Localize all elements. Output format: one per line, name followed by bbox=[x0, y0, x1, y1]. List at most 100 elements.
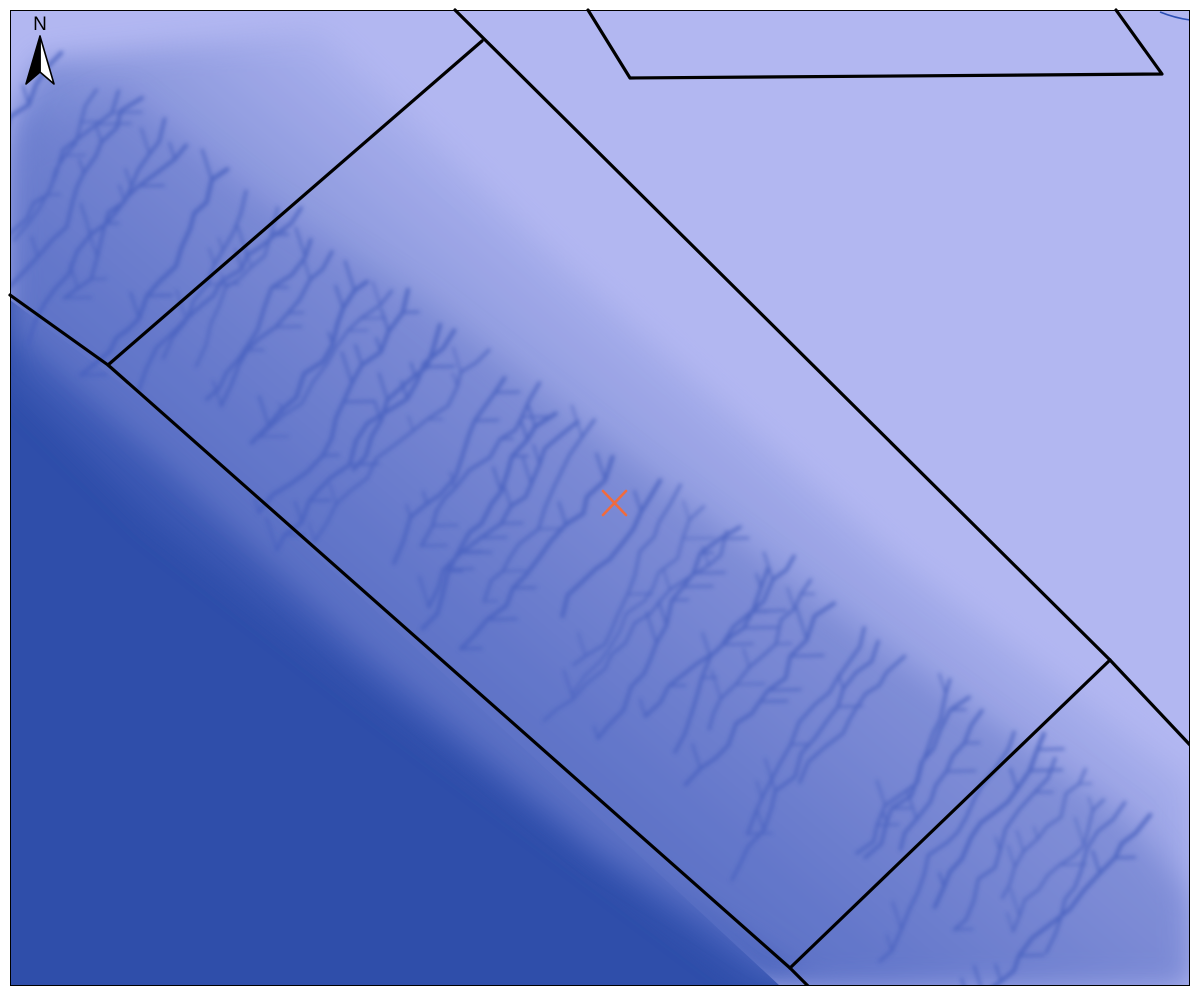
gully-branch bbox=[145, 294, 173, 298]
gully-branch bbox=[303, 260, 312, 281]
gully-branch bbox=[762, 551, 774, 581]
north-label: N bbox=[33, 14, 47, 35]
gully-channel bbox=[194, 206, 279, 368]
gully-branch bbox=[124, 168, 133, 188]
gully-channel bbox=[932, 731, 1046, 910]
gully-branch bbox=[212, 380, 223, 407]
parcel-boundaries bbox=[8, 8, 1190, 986]
gully-channel bbox=[26, 143, 188, 347]
gully-branch bbox=[258, 435, 290, 438]
gully-branch bbox=[511, 586, 537, 590]
gully-branch bbox=[789, 743, 811, 746]
gully-branch bbox=[973, 964, 982, 986]
gully-branch bbox=[657, 600, 668, 627]
gully-channel bbox=[10, 96, 144, 289]
gully-branch bbox=[1074, 817, 1085, 847]
gully-branch bbox=[662, 568, 671, 591]
gully-branch bbox=[492, 466, 503, 493]
gully-branch bbox=[473, 419, 500, 422]
gully-branch bbox=[208, 247, 216, 266]
gully-channel bbox=[571, 505, 705, 696]
gully-branch bbox=[422, 490, 429, 505]
gully-branch bbox=[265, 517, 278, 552]
gully-branch bbox=[79, 373, 108, 377]
gully-branch bbox=[95, 125, 103, 144]
gully-channel bbox=[798, 654, 907, 784]
gully-branch bbox=[945, 769, 977, 773]
gully-channel bbox=[274, 328, 457, 553]
gully-channel bbox=[707, 578, 812, 731]
gully-branch bbox=[459, 647, 483, 650]
gully-branch bbox=[340, 351, 353, 385]
gully-branch bbox=[175, 289, 188, 322]
gully-channel bbox=[730, 639, 880, 882]
gully-branch bbox=[682, 500, 690, 521]
gully-branch bbox=[520, 415, 554, 418]
gully-branch bbox=[409, 361, 417, 377]
gully-branch bbox=[719, 537, 750, 540]
gully-branch bbox=[691, 742, 702, 770]
gully-branch bbox=[307, 522, 316, 543]
gully-branch bbox=[876, 823, 900, 826]
drainage-channels bbox=[10, 50, 1153, 986]
gully-branch bbox=[236, 225, 249, 257]
gully-branch bbox=[168, 141, 176, 161]
gully-branch bbox=[885, 934, 893, 952]
gully-branch bbox=[1033, 826, 1039, 840]
gully-branch bbox=[407, 415, 414, 432]
gully-branch bbox=[571, 404, 583, 438]
gully-channel bbox=[62, 117, 167, 300]
x-marker-stroke bbox=[601, 489, 628, 517]
gully-channel bbox=[482, 418, 596, 603]
gully-channel bbox=[258, 289, 394, 439]
gully-branch bbox=[891, 900, 903, 931]
gully-branch bbox=[577, 632, 587, 657]
gully-branch bbox=[876, 779, 886, 807]
gully-branch bbox=[537, 527, 563, 530]
gully-branch bbox=[953, 928, 974, 931]
gully-branch bbox=[400, 380, 409, 401]
gully-branch bbox=[80, 120, 102, 123]
gully-branch bbox=[734, 682, 766, 686]
gully-branch bbox=[380, 308, 390, 333]
gully-channel bbox=[560, 478, 663, 618]
gully-channel bbox=[427, 420, 580, 609]
gully-branch bbox=[334, 284, 345, 310]
gully-branch bbox=[758, 699, 789, 703]
gully-branch bbox=[532, 444, 541, 466]
gully-branch bbox=[1113, 856, 1137, 859]
gully-branch bbox=[1007, 844, 1016, 868]
gully-branch bbox=[30, 235, 39, 258]
gully-channel bbox=[673, 554, 796, 754]
gully-branch bbox=[667, 684, 687, 687]
gully-branch bbox=[111, 111, 143, 114]
gully-branch bbox=[742, 626, 779, 629]
gully-branch bbox=[682, 537, 716, 540]
gully-channel bbox=[256, 287, 410, 514]
gully-branch bbox=[217, 237, 224, 252]
gully-branch bbox=[1016, 829, 1025, 853]
gully-branch bbox=[258, 395, 270, 427]
gully-branch bbox=[563, 670, 574, 700]
gully-branch bbox=[420, 544, 448, 547]
gully-channel bbox=[313, 348, 491, 543]
gully-branch bbox=[994, 963, 1003, 983]
gully-branch bbox=[354, 343, 363, 367]
gully-branch bbox=[1006, 912, 1014, 933]
gully-channel bbox=[542, 530, 728, 722]
gully-branch bbox=[593, 725, 599, 740]
gully-branch bbox=[359, 317, 387, 320]
gully-channel bbox=[863, 695, 971, 860]
gully-branch bbox=[766, 688, 802, 692]
gully-branch bbox=[682, 585, 714, 588]
gully-branch bbox=[201, 148, 213, 181]
gully-branch bbox=[786, 586, 796, 610]
gully-branch bbox=[274, 325, 303, 329]
gully-branch bbox=[294, 226, 307, 259]
gully-branch bbox=[418, 575, 430, 608]
gully-branch bbox=[764, 758, 777, 792]
gully-branch bbox=[63, 296, 93, 300]
x-marker[interactable] bbox=[601, 489, 628, 517]
